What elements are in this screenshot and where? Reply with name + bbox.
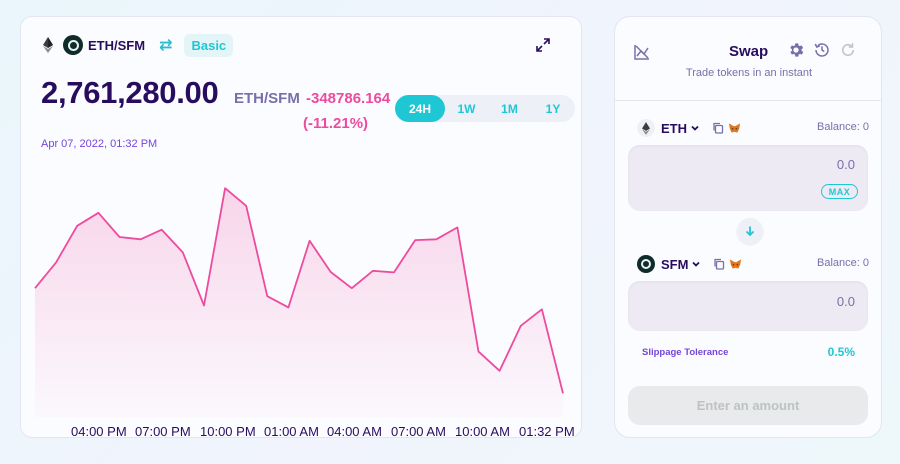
from-token-select[interactable]: ETH	[661, 120, 687, 136]
switch-direction-button[interactable]	[737, 218, 763, 244]
chevron-down-icon[interactable]	[690, 123, 700, 133]
from-token-row: ETH Balance: 0	[637, 119, 869, 137]
pair-label: ETH/SFM	[88, 37, 146, 53]
eth-logo-icon	[637, 119, 655, 137]
x-tick-label: 10:00 PM	[200, 424, 256, 439]
basic-mode-button[interactable]: Basic	[184, 33, 234, 57]
x-tick-label: 01:32 PM	[519, 424, 575, 439]
current-price: 2,761,280.00	[41, 75, 219, 110]
swap-subtitle: Trade tokens in an instant	[685, 67, 813, 79]
copy-icon[interactable]	[713, 258, 725, 270]
price-change-value: -348786.164	[306, 90, 391, 107]
swap-title: Swap	[729, 43, 769, 60]
x-tick-label: 04:00 AM	[327, 424, 382, 439]
tab-1y[interactable]: 1Y	[545, 101, 561, 116]
history-icon[interactable]	[813, 41, 831, 59]
metamask-fox-icon[interactable]	[728, 122, 741, 134]
to-balance: Balance: 0	[817, 257, 869, 269]
tab-1m[interactable]: 1M	[501, 101, 518, 116]
enter-amount-button[interactable]: Enter an amount	[628, 386, 868, 425]
sfm-logo-icon	[637, 255, 655, 273]
max-button[interactable]: MAX	[821, 184, 858, 199]
to-amount-input[interactable]: 0.0	[628, 281, 868, 331]
chart-price-line	[34, 187, 564, 394]
expand-icon[interactable]	[535, 37, 551, 53]
price-pair-label: ETH/SFM	[234, 90, 300, 107]
x-axis-labels: 04:00 PM 07:00 PM 10:00 PM 01:00 AM 04:0…	[21, 424, 583, 439]
swap-pair-icon[interactable]: ⇄	[159, 37, 173, 54]
swap-panel: Swap Trade tokens in an instant ETH Bala…	[614, 16, 882, 438]
from-balance: Balance: 0	[817, 121, 869, 133]
metamask-fox-icon[interactable]	[729, 258, 742, 270]
tab-1w[interactable]: 1W	[457, 101, 476, 116]
swap-header: Swap Trade tokens in an instant	[615, 17, 881, 101]
sfm-logo-icon	[63, 35, 83, 55]
price-area-chart[interactable]	[33, 167, 571, 417]
chevron-down-icon[interactable]	[691, 259, 701, 269]
chart-disabled-icon[interactable]	[633, 43, 651, 61]
pair-header: ETH/SFM ⇄ Basic	[41, 33, 234, 57]
gear-icon[interactable]	[787, 41, 805, 59]
x-tick-label: 10:00 AM	[455, 424, 510, 439]
price-chart-panel: ETH/SFM ⇄ Basic 2,761,280.00 ETH/SFM -34…	[20, 16, 583, 439]
refresh-icon[interactable]	[839, 41, 857, 59]
x-tick-label: 07:00 AM	[391, 424, 446, 439]
time-range-tabs: 24H 1W 1M 1Y	[395, 95, 575, 122]
from-amount-input[interactable]: 0.0 MAX	[628, 145, 868, 211]
x-tick-label: 01:00 AM	[264, 424, 319, 439]
slippage-value[interactable]: 0.5%	[827, 345, 855, 359]
price-change-percent: (-11.21%)	[303, 115, 369, 132]
slippage-label: Slippage Tolerance	[642, 347, 729, 358]
chart-area-fill	[35, 188, 563, 417]
arrow-down-icon	[745, 226, 755, 237]
to-token-select[interactable]: SFM	[661, 256, 689, 272]
x-tick-label: 04:00 PM	[71, 424, 127, 439]
eth-logo-icon	[41, 35, 55, 55]
tab-24h[interactable]: 24H	[395, 95, 445, 122]
to-token-row: SFM Balance: 0	[637, 255, 869, 273]
from-amount-value[interactable]: 0.0	[836, 157, 855, 172]
x-tick-label: 07:00 PM	[135, 424, 191, 439]
to-amount-value[interactable]: 0.0	[836, 294, 855, 309]
price-date: Apr 07, 2022, 01:32 PM	[41, 138, 158, 150]
copy-icon[interactable]	[712, 122, 724, 134]
